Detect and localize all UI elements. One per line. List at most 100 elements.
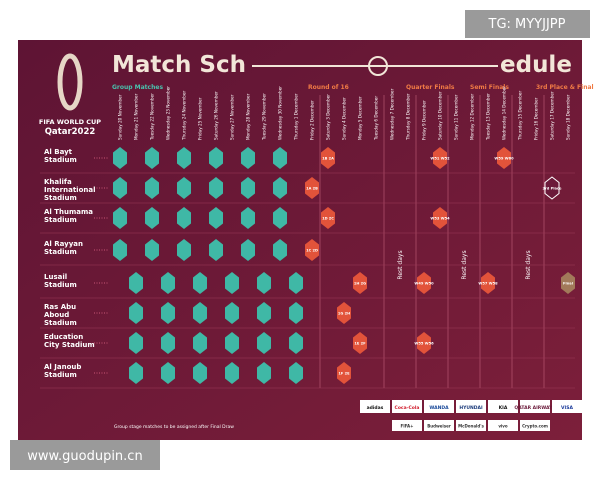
group-match [209,207,223,229]
group-match [145,147,159,169]
stadium-name: Al Janoub Stadium [44,363,82,379]
group-match [241,177,255,199]
group-match [145,207,159,229]
sponsor: vivo [498,424,508,429]
sponsor-box [456,400,486,413]
match-label: Final [563,282,573,286]
group-match [177,147,191,169]
group-match [113,147,127,169]
date-label: Wednesday 14 December [502,86,507,140]
knockout-match [481,272,495,294]
stage-label: Quarter Finals [406,84,455,91]
knockout-match [353,272,367,294]
date-label: Wednesday 23 November [166,86,171,140]
group-match [225,362,239,384]
knockout-match [321,207,335,229]
group-match [273,177,287,199]
group-match [129,272,143,294]
group-match [113,207,127,229]
date-label: Sunday 11 December [454,94,459,140]
date-label: Monday 28 November [246,93,251,140]
group-match [193,332,207,354]
knockout-match [353,332,367,354]
knockout-match [337,362,351,384]
group-match [225,332,239,354]
stage-label: 3rd Place & Final [536,84,594,91]
group-match [257,302,271,324]
date-label: Wednesday 30 November [278,86,283,140]
date-label: Monday 5 December [358,96,363,140]
date-label: Saturday 26 November [214,91,219,140]
group-match [129,362,143,384]
knockout-match [305,177,319,199]
group-match [273,239,287,261]
group-match [289,332,303,354]
group-match [113,177,127,199]
sponsor: KIA [499,405,508,411]
group-match [273,207,287,229]
date-label: Sunday 18 December [566,94,571,140]
title-ball [368,56,388,76]
match-label: 1D 2C [322,217,334,221]
group-match [209,239,223,261]
date-label: Sunday 20 November [118,94,123,140]
knockout-match [337,302,351,324]
group-match [145,239,159,261]
match-label: 1C 2D [306,249,318,253]
group-match [225,272,239,294]
match-label: 1H 2G [354,282,366,286]
date-label: Tuesday 13 December [486,93,491,141]
match-label: 1F 2E [338,372,350,376]
group-match [161,272,175,294]
stage-label: Semi Finals [470,84,509,91]
date-label: Sunday 27 November [230,94,235,140]
date-label: Tuesday 22 November [150,93,155,141]
date-label: Saturday 10 December [438,91,443,140]
sponsor-box [392,420,422,431]
sponsor-box [456,420,486,431]
group-match [193,362,207,384]
stage-label: Round of 16 [308,84,349,91]
logo-text: Qatar2022 [45,127,96,137]
group-match [289,362,303,384]
sponsor-box [392,400,422,413]
sponsor-box [552,400,582,413]
sponsor-box [424,400,454,413]
date-label: Saturday 17 December [550,91,555,140]
group-match [257,332,271,354]
date-label: Saturday 3 December [326,94,331,140]
group-match [273,147,287,169]
sponsor-box [360,400,390,413]
group-match [257,362,271,384]
knockout-match [433,207,447,229]
group-match [209,177,223,199]
knockout-match [497,147,511,169]
group-match [177,207,191,229]
sponsor: QATAR AIRWAYS [514,405,555,411]
group-match [145,177,159,199]
sponsor: VISA [561,405,573,411]
stadium-name: Lusail Stadium [44,273,77,289]
match-label: 1B 2A [322,157,334,161]
sponsor-box [520,420,550,431]
group-match [241,147,255,169]
group-match [129,302,143,324]
watermark: www.guodupin.cn [27,449,142,464]
knockout-match [417,272,431,294]
stage-label: Group Matches [112,84,163,91]
match-label: W59 W60 [494,157,514,161]
logo-text: FIFA WORLD CUP [39,118,101,126]
match-label: W55 W56 [414,342,434,346]
match-label: 1A 2B [306,187,318,191]
group-match [177,177,191,199]
sponsor: WANDA [429,405,449,411]
stadium-name: Education City Stadium [44,333,95,349]
group-match [161,302,175,324]
group-match [289,302,303,324]
sponsor: McDonald's [458,424,484,429]
watermark: TG: MYYJJPP [488,17,566,32]
sponsor: Coca-Cola [395,405,420,411]
match-label: 1G 2H [338,312,350,316]
sponsor: Crypto.com [522,424,548,429]
sponsor-box [488,420,518,431]
